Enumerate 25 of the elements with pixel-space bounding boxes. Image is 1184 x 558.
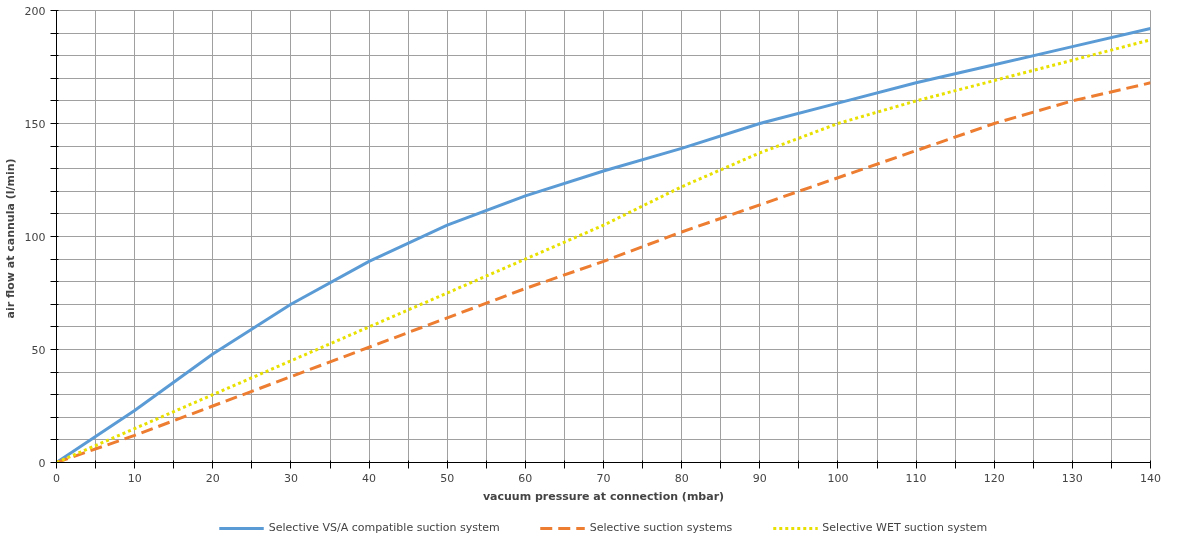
y-tick-label: 200 [24,4,46,18]
x-tick-label: 10 [127,471,142,485]
x-tick-label: 40 [362,471,377,485]
x-tick-label: 70 [596,471,611,485]
x-tick-label: 50 [440,471,455,485]
y-tick-label: 50 [31,343,46,357]
x-tick-label: 110 [905,471,927,485]
y-axis-title: air flow at cannula (l/min) [3,158,17,319]
y-tick-label: 0 [38,456,46,470]
x-tick-label: 100 [827,471,849,485]
x-tick-label: 60 [518,471,533,485]
legend-label: Selective VS/A compatible suction system [268,521,500,534]
x-axis-title: vacuum pressure at connection (mbar) [482,489,725,503]
x-tick-label: 20 [205,471,220,485]
legend-label: Selective WET suction system [822,521,988,534]
x-tick-label: 90 [752,471,767,485]
y-tick-label: 100 [24,230,46,244]
x-tick-label: 80 [674,471,689,485]
x-tick-label: 140 [1140,471,1161,485]
x-tick-label: 30 [283,471,298,485]
x-tick-label: 120 [983,471,1005,485]
x-tick-label: 130 [1061,471,1083,485]
x-tick-label: 0 [53,471,60,485]
legend-label: Selective suction systems [589,521,733,534]
y-tick-label: 150 [24,117,46,131]
